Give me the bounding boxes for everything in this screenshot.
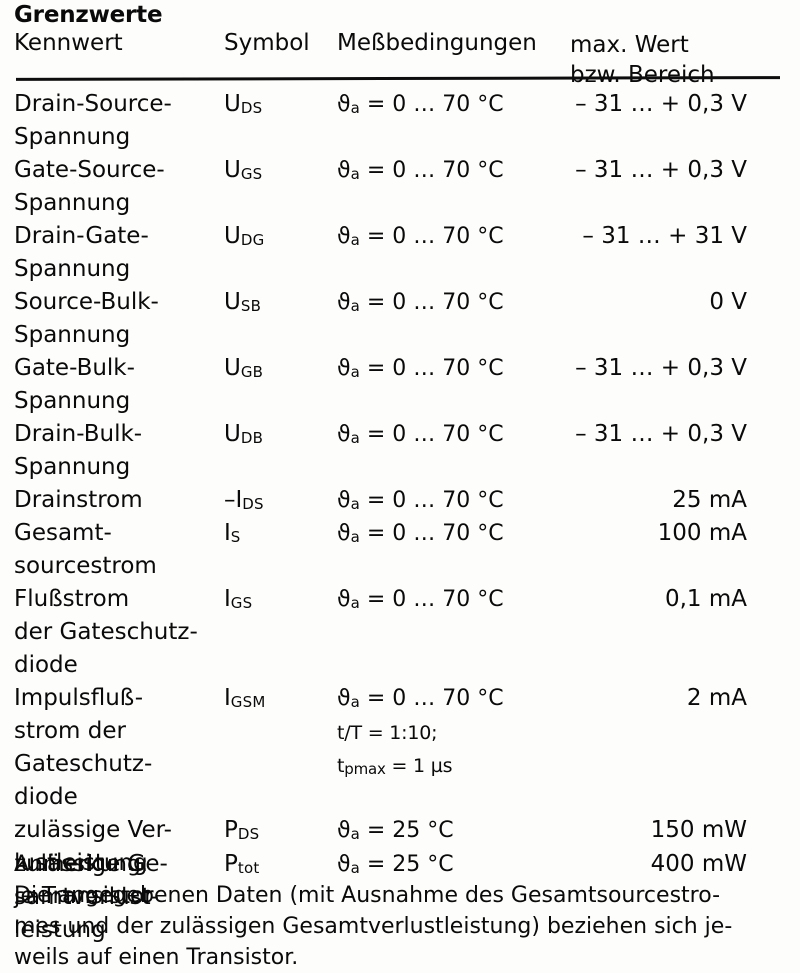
row-label: Gate-Bulk- Spannung [14,355,135,414]
row-label: Drain-Gate- Spannung [14,223,149,282]
row-condition: ϑa = 0 … 70 °C [337,92,504,117]
row-value: 2 mA [686,685,747,711]
column-header-max-wert-line2: bzw. Bereich [570,62,715,88]
table-row: Gate-Source- Spannung UGS ϑa = 0 … 70 °C – … [0,154,800,220]
row-symbol: –IDS [224,487,264,513]
row-condition: ϑa = 25 °C [337,852,454,877]
note-block: Anmerkung: Die angegebenen Daten (mit Au… [14,849,794,973]
row-value: – 31 … + 0,3 V [575,91,747,117]
row-condition: ϑa = 0 … 70 °C [337,290,504,315]
row-value: 25 mA [672,487,747,513]
table-row: Source-Bulk- Spannung USB ϑa = 0 … 70 °C 0 … [0,286,800,352]
note-line-1: Die angegebenen Daten (mit Ausnahme des … [14,883,721,908]
row-condition: ϑa = 0 … 70 °C [337,521,504,546]
row-value: – 31 … + 0,3 V [575,157,747,183]
row-value: – 31 … + 31 V [582,223,747,249]
table-row: Impulsfluß- strom der Gateschutz- diode I… [0,682,800,814]
row-condition: ϑa = 0 … 70 °C t/T = 1:10; tpmax = 1 µs [337,686,504,778]
row-label: Impulsfluß- strom der Gateschutz- diode [14,685,153,810]
row-condition: ϑa = 0 … 70 °C [337,224,504,249]
row-value: 150 mW [650,817,747,843]
row-condition: ϑa = 0 … 70 °C [337,587,504,612]
row-label: zulässige Ver- lustleistung je Transisto… [14,817,172,909]
page-title: Grenzwerte [14,2,163,28]
table-row: zulässige Ge- samtverlust- leistung Ptot ϑ… [0,848,800,947]
row-value: 100 mA [657,520,747,546]
column-header-messbedingungen: Meßbedingungen [337,30,537,56]
column-header-kennwert: Kennwert [14,30,123,56]
row-symbol: UDB [224,421,264,447]
row-value: – 31 … + 0,3 V [575,421,747,447]
table-row: Gate-Bulk- Spannung UGB ϑa = 0 … 70 °C – 31… [0,352,800,418]
row-symbol: USB [224,289,262,315]
column-header-symbol: Symbol [224,30,310,56]
column-header-max-wert-line1: max. Wert [570,32,689,58]
row-symbol: IS [224,520,241,546]
row-label: Source-Bulk- Spannung [14,289,159,348]
note-line-3: weils auf einen Transistor. [14,945,299,970]
table-row: Gesamt- sourcestrom IS ϑa = 0 … 70 °C 100 m… [0,517,800,583]
table-row: zulässige Ver- lustleistung je Transisto… [0,814,800,913]
table-row: Drain-Source- Spannung UDS ϑa = 0 … 70 °C –… [0,88,800,154]
row-label: Gate-Source- Spannung [14,157,165,216]
note-title: Anmerkung: [14,852,149,877]
column-header-max-wert: max. Wert bzw. Bereich [570,30,715,90]
row-value: – 31 … + 0,3 V [575,355,747,381]
row-label: Drain-Bulk- Spannung [14,421,143,480]
row-symbol: IGSM [224,685,266,711]
table-row: Flußstrom der Gateschutz- diode IGS ϑa = 0… [0,583,800,682]
row-symbol: UGS [224,157,263,183]
row-symbol: UDS [224,91,263,117]
row-symbol: UGB [224,355,264,381]
row-condition: ϑa = 0 … 70 °C [337,488,504,513]
row-label: Flußstrom der Gateschutz- diode [14,586,198,678]
row-label: Gesamt- sourcestrom [14,520,157,579]
row-value: 400 mW [650,851,747,877]
table-row: Drain-Bulk- Spannung UDB ϑa = 0 … 70 °C – 3… [0,418,800,484]
row-symbol: PDS [224,817,260,843]
table-row: Drainstrom –IDS ϑa = 0 … 70 °C 25 mA [0,484,800,517]
row-label: Drainstrom [14,487,143,513]
row-condition: ϑa = 0 … 70 °C [337,158,504,183]
table-header: Kennwert Symbol Meßbedingungen max. Wert… [0,30,800,88]
row-label: Drain-Source- Spannung [14,91,172,150]
row-symbol: UDG [224,223,265,249]
row-value: 0,1 mA [664,586,747,612]
row-condition: ϑa = 0 … 70 °C [337,422,504,447]
table-row: Drain-Gate- Spannung UDG ϑa = 0 … 70 °C – 3… [0,220,800,286]
row-symbol: IGS [224,586,253,612]
row-label: zulässige Ge- samtverlust- leistung [14,851,168,943]
note-line-2: mes und der zulässigen Gesamtverlustleis… [14,914,733,939]
row-condition: ϑa = 25 °C [337,818,454,843]
row-condition: ϑa = 0 … 70 °C [337,356,504,381]
row-value: 0 V [709,289,747,315]
row-symbol: Ptot [224,851,260,877]
